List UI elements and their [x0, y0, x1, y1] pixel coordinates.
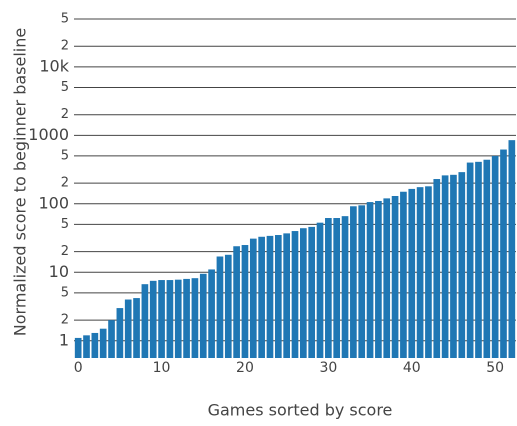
- bar: [283, 233, 290, 358]
- bar: [249, 238, 257, 358]
- bar: [316, 222, 324, 358]
- y-tick-label: 2: [61, 107, 69, 122]
- y-axis-title: Normalized score to beginner baseline: [11, 28, 30, 336]
- bar: [391, 195, 399, 358]
- bar: [216, 256, 224, 358]
- bar: [108, 320, 115, 358]
- bar: [325, 218, 332, 358]
- bar: [74, 337, 82, 358]
- bar: [141, 284, 149, 358]
- bar: [199, 273, 207, 358]
- x-tick-label: 40: [403, 360, 421, 376]
- bar: [375, 200, 382, 358]
- y-tick-label: 5: [61, 80, 69, 95]
- y-tick-label: 5: [61, 148, 69, 163]
- bar: [258, 236, 265, 358]
- bar: [208, 269, 215, 358]
- bar: [274, 235, 282, 358]
- bar: [133, 298, 140, 358]
- bar: [441, 175, 449, 358]
- bar: [116, 308, 124, 358]
- y-tick-label: 1: [59, 330, 69, 349]
- y-tick-label: 5: [61, 285, 69, 300]
- bar: [300, 228, 307, 358]
- bar: [308, 226, 316, 358]
- bar: [183, 278, 190, 358]
- bar: [350, 206, 357, 358]
- bar: [174, 279, 182, 358]
- y-tick-label: 2: [61, 313, 69, 328]
- bar: [366, 202, 374, 358]
- x-tick-label: 30: [319, 360, 337, 376]
- x-tick-label: 10: [153, 360, 171, 376]
- bar: [508, 140, 516, 358]
- bar: [483, 159, 491, 358]
- bar: [416, 187, 424, 358]
- bar: [400, 191, 407, 358]
- bar: [433, 179, 441, 358]
- bar: [233, 246, 240, 358]
- bar: [425, 186, 432, 358]
- y-tick-label: 100: [38, 193, 69, 212]
- bar: [241, 245, 249, 358]
- y-tick-label: 2: [61, 176, 69, 191]
- x-tick-label: 20: [236, 360, 254, 376]
- y-tick-label: 5: [61, 11, 69, 26]
- x-tick-label: 0: [74, 360, 83, 376]
- bar: [458, 172, 466, 358]
- bar: [341, 216, 349, 358]
- bar: [291, 231, 299, 358]
- bar: [158, 280, 165, 358]
- y-tick-label: 10: [49, 262, 69, 281]
- bar: [466, 162, 474, 358]
- x-tick-label: 50: [486, 360, 504, 376]
- y-tick-label: 10k: [39, 56, 69, 75]
- bar: [99, 328, 107, 358]
- bar: [149, 280, 157, 358]
- bar: [191, 278, 199, 358]
- y-tick-label: 2: [61, 244, 69, 259]
- bar: [333, 218, 341, 358]
- bar: [500, 149, 507, 358]
- y-tick-label: 1000: [28, 125, 69, 144]
- bar: [124, 299, 132, 358]
- bar: [91, 332, 99, 358]
- bar: [224, 254, 232, 358]
- bar: [491, 155, 499, 358]
- bar: [266, 235, 274, 358]
- bar: [383, 198, 391, 358]
- y-tick-label: 2: [61, 39, 69, 54]
- bar: [358, 205, 366, 358]
- bar: [166, 280, 174, 358]
- y-tick-label: 5: [61, 217, 69, 232]
- bar: [475, 161, 482, 358]
- bar: [83, 335, 90, 358]
- x-axis-title: Games sorted by score: [208, 401, 393, 420]
- bar: [408, 188, 416, 358]
- bar: [450, 174, 457, 358]
